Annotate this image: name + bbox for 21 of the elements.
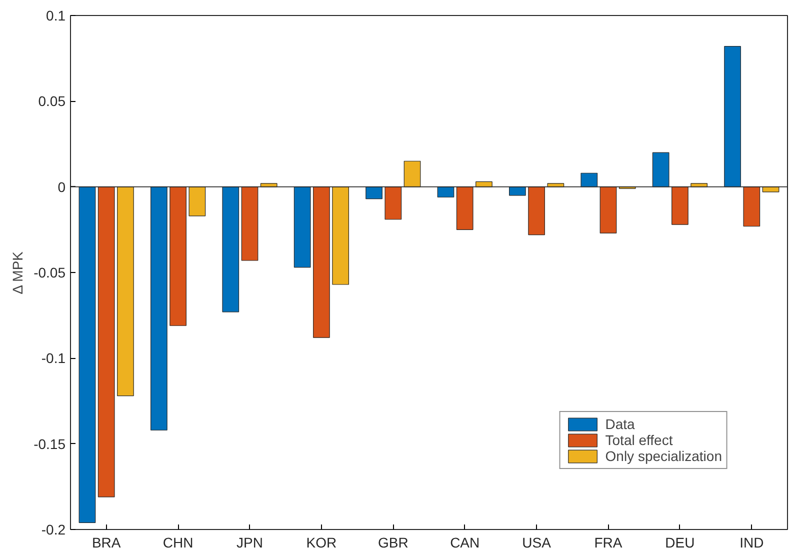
x-tick-label: FRA [594, 534, 623, 550]
x-tick-label: IND [740, 534, 764, 550]
x-tick-label: CAN [450, 534, 480, 550]
y-tick-label: 0 [58, 178, 66, 195]
legend-label: Only specialization [605, 448, 722, 464]
legend-label: Data [605, 416, 635, 432]
y-tick-label: -0.2 [41, 522, 66, 538]
x-tick-label: DEU [665, 534, 695, 550]
x-tick-label: CHN [162, 534, 194, 550]
x-tick-label: GBR [378, 534, 408, 550]
y-tick-label: 0.05 [38, 93, 66, 110]
y-axis-title: Δ MPK [10, 250, 26, 294]
x-tick-label: USA [522, 534, 552, 550]
x-tick-label: JPN [236, 534, 263, 550]
y-tick-label: 0.1 [46, 8, 66, 24]
legend-label: Total effect [605, 432, 673, 448]
y-tick-label: -0.15 [34, 436, 66, 452]
y-tick-label: -0.1 [41, 350, 66, 366]
y-tick-label: -0.05 [34, 264, 66, 280]
x-tick-label: KOR [306, 534, 337, 550]
x-tick-label: BRA [92, 534, 122, 550]
